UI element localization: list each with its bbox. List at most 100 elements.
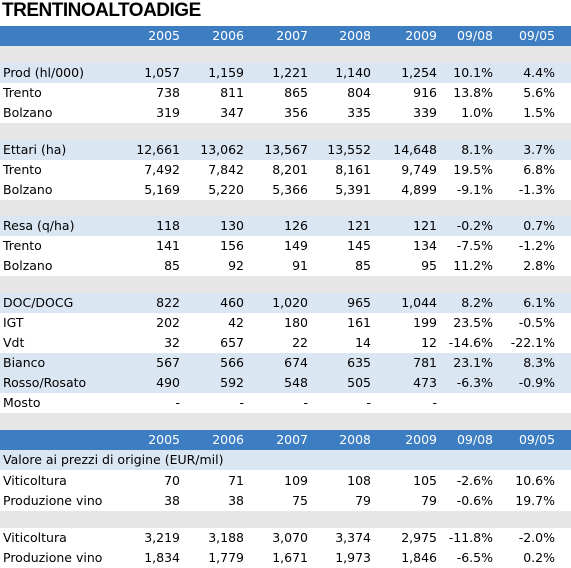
cell: 916 [413,85,437,100]
cell: 13,552 [327,142,371,157]
cell: 505 [347,375,371,390]
cell: 5,220 [208,182,244,197]
cell: 1,140 [335,65,371,80]
cell: 118 [156,218,180,233]
cell: 10.6% [515,473,555,488]
row-label: Viticoltura [3,530,67,545]
cell: 8,201 [272,162,308,177]
cell: 781 [413,355,437,370]
row-label: IGT [3,315,24,330]
cell: -2.0% [518,530,555,545]
page-title: TRENTINOALTOADIGE [2,0,201,21]
header-cell: 09/05 [518,28,555,43]
spacer-row [0,276,571,296]
cell: 1,834 [144,550,180,565]
cell: -0.9% [518,375,555,390]
cell: 8.3% [523,355,555,370]
row-label: Produzione vino [3,493,103,508]
table-row: IGT 202 42 180 161 199 23.5% -0.5% [0,313,571,333]
table-row: Produzione vino 38 38 75 79 79 -0.6% 19.… [0,491,571,511]
cell: 134 [413,238,437,253]
header-cell: 09/08 [456,432,493,447]
row-label: Prod (hl/000) [3,65,84,80]
row-label: Bolzano [3,258,53,273]
cell: 121 [413,218,437,233]
cell: 0.2% [523,550,555,565]
cell: 5,366 [272,182,308,197]
cell: 674 [284,355,308,370]
header-cell: 2008 [339,28,371,43]
cell: 14,648 [393,142,437,157]
table-row: Rosso/Rosato 490 592 548 505 473 -6.3% -… [0,373,571,393]
cell: 1,779 [208,550,244,565]
header-cell: 2005 [148,432,180,447]
row-label: Rosso/Rosato [3,375,87,390]
cell: 1,020 [272,295,308,310]
cell: 567 [156,355,180,370]
row-label: Resa (q/ha) [3,218,75,233]
cell: 4,899 [401,182,437,197]
table-row: DOC/DOCG 822 460 1,020 965 1,044 8.2% 6.… [0,293,571,313]
table-row: Bolzano 5,169 5,220 5,366 5,391 4,899 -9… [0,180,571,200]
header-cell: 2006 [212,432,244,447]
table-row: Bianco 567 566 674 635 781 23.1% 8.3% [0,353,571,373]
cell: 79 [421,493,437,508]
cell: 460 [220,295,244,310]
cell: 85 [355,258,371,273]
cell: 38 [164,493,180,508]
cell: 8.1% [461,142,493,157]
cell: 11.2% [453,258,493,273]
table-row: Viticoltura 3,219 3,188 3,070 3,374 2,97… [0,528,571,548]
cell: -11.8% [448,530,493,545]
cell: 9,749 [401,162,437,177]
row-label: Viticoltura [3,473,67,488]
cell: 347 [220,105,244,120]
header-cell: 2006 [212,28,244,43]
cell: 38 [228,493,244,508]
cell: 8,161 [335,162,371,177]
table-row: Trento 738 811 865 804 916 13.8% 5.6% [0,83,571,103]
cell: 202 [156,315,180,330]
cell: 1,057 [144,65,180,80]
spacer-row [0,200,571,220]
cell: 91 [292,258,308,273]
spacer-row [0,413,571,433]
cell: 1,846 [401,550,437,565]
header-cell: 2007 [276,432,308,447]
cell: 79 [355,493,371,508]
table-row: Trento 141 156 149 145 134 -7.5% -1.2% [0,236,571,256]
cell: 161 [347,315,371,330]
table-row: Trento 7,492 7,842 8,201 8,161 9,749 19.… [0,160,571,180]
cell: 335 [347,105,371,120]
cell: 13,062 [200,142,244,157]
cell: -0.6% [456,493,493,508]
cell: 8.2% [461,295,493,310]
cell: 0.7% [523,218,555,233]
cell: 19.5% [453,162,493,177]
cell: 13,567 [264,142,308,157]
cell: 1.5% [523,105,555,120]
cell: 149 [284,238,308,253]
cell: -7.5% [456,238,493,253]
header-cell: 2008 [339,432,371,447]
cell: 1,973 [335,550,371,565]
cell: 1,044 [401,295,437,310]
cell: 12,661 [136,142,180,157]
cell: 5,391 [335,182,371,197]
cell: 130 [220,218,244,233]
cell: 657 [220,335,244,350]
cell: 42 [228,315,244,330]
header-cell: 09/05 [518,432,555,447]
header-cell: 2005 [148,28,180,43]
cell: 12 [421,335,437,350]
cell: 70 [164,473,180,488]
cell: 22 [292,335,308,350]
cell: 566 [220,355,244,370]
cell: 92 [228,258,244,273]
cell: 548 [284,375,308,390]
cell: 85 [164,258,180,273]
cell: 10.1% [453,65,493,80]
cell: 738 [156,85,180,100]
spacer-row [0,511,571,531]
cell: 2,975 [401,530,437,545]
